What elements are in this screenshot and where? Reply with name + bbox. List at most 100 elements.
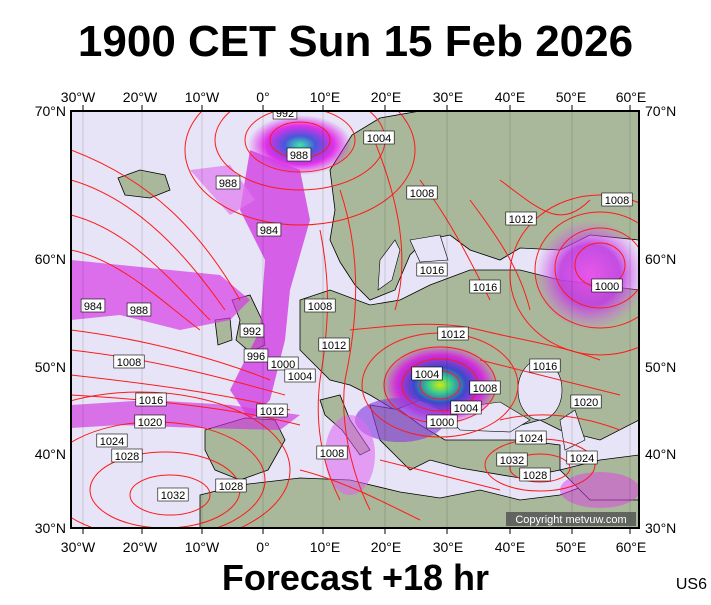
- lat-label: 50°N: [645, 359, 676, 375]
- lon-labels-bottom: 30°W 20°W 10°W 0° 10°E 20°E 30°E 40°E 50…: [61, 539, 646, 555]
- lon-label: 10°E: [310, 89, 341, 105]
- isobar-label: 984: [256, 222, 282, 237]
- svg-text:1024: 1024: [570, 453, 594, 465]
- lon-label: 20°W: [123, 539, 158, 555]
- isobar-label: 1016: [416, 262, 448, 277]
- svg-text:1000: 1000: [430, 417, 454, 429]
- isobar-label: 1020: [570, 394, 602, 409]
- svg-text:1012: 1012: [260, 406, 284, 418]
- lon-label: 20°W: [123, 89, 158, 105]
- svg-text:1008: 1008: [473, 383, 497, 395]
- isobar-label: 1008: [316, 445, 348, 460]
- isobar-label: 1024: [96, 433, 128, 448]
- isobar-label: 1020: [134, 414, 166, 429]
- lat-label: 60°N: [645, 251, 676, 267]
- svg-text:1016: 1016: [533, 361, 557, 373]
- svg-text:1012: 1012: [509, 214, 533, 226]
- isobar-label: 1008: [304, 298, 336, 313]
- map-title: 1900 CET Sun 15 Feb 2026: [77, 17, 634, 66]
- svg-text:992: 992: [276, 108, 294, 120]
- isobar-label: 1024: [515, 430, 547, 445]
- isobar-label: 1028: [111, 448, 143, 463]
- isobar-label: 1016: [135, 392, 167, 407]
- isobar-label: 1008: [406, 185, 438, 200]
- svg-text:1004: 1004: [415, 369, 439, 381]
- svg-text:1000: 1000: [271, 359, 295, 371]
- lon-label: 50°E: [556, 89, 587, 105]
- isobar-label: 1004: [284, 368, 316, 383]
- lon-label: 50°E: [556, 539, 587, 555]
- svg-text:1008: 1008: [117, 357, 141, 369]
- lat-label: 30°N: [645, 520, 676, 536]
- svg-text:1020: 1020: [574, 397, 598, 409]
- lon-label: 60°E: [616, 539, 647, 555]
- isobar-label: 988: [215, 175, 241, 190]
- lon-label: 0°: [256, 539, 269, 555]
- inland-waters: [377, 234, 586, 451]
- isobar-label: 1028: [519, 467, 551, 482]
- svg-text:1004: 1004: [367, 133, 391, 145]
- lon-label: 30°E: [433, 89, 464, 105]
- svg-text:1000: 1000: [595, 281, 619, 293]
- isobar-label: 984: [80, 298, 106, 313]
- isobar-label: 1012: [256, 403, 288, 418]
- isobar-label: 1000: [591, 278, 623, 293]
- lon-label: 30°W: [61, 89, 96, 105]
- svg-text:1028: 1028: [523, 470, 547, 482]
- lon-label: 20°E: [371, 539, 402, 555]
- isobar-label: 988: [126, 302, 152, 317]
- svg-text:1016: 1016: [473, 282, 497, 294]
- lat-label: 50°N: [35, 359, 66, 375]
- isobar-label: 1012: [505, 211, 537, 226]
- isobar-label: 1004: [411, 366, 443, 381]
- isobar-label: 992: [272, 108, 298, 120]
- lon-label: 30°W: [61, 539, 96, 555]
- svg-text:1032: 1032: [161, 490, 185, 502]
- map-frame: [70, 110, 640, 529]
- lat-label: 60°N: [35, 251, 66, 267]
- isobar-label: 1012: [318, 337, 350, 352]
- svg-text:988: 988: [219, 178, 237, 190]
- svg-text:988: 988: [290, 150, 308, 162]
- isobar-label: 1032: [157, 487, 189, 502]
- lat-labels-left: 70°N 60°N 50°N 40°N 30°N: [35, 103, 66, 536]
- lon-label: 20°E: [371, 89, 402, 105]
- isobar-label: 1004: [363, 130, 395, 145]
- lon-label: 40°E: [495, 89, 526, 105]
- svg-text:988: 988: [130, 305, 148, 317]
- isobar-label: 1008: [113, 354, 145, 369]
- isobar-label: 992: [239, 323, 265, 338]
- lat-label: 70°N: [35, 103, 66, 119]
- isobar-label: 1016: [529, 358, 561, 373]
- copyright-text: Copyright metvuw.com: [515, 514, 626, 526]
- isobar-label: 1000: [426, 414, 458, 429]
- svg-text:1004: 1004: [288, 371, 312, 383]
- lat-label: 70°N: [645, 103, 676, 119]
- svg-text:992: 992: [243, 326, 261, 338]
- copyright-box: [506, 512, 636, 526]
- graticule: [82, 111, 631, 528]
- lon-label: 10°E: [310, 539, 341, 555]
- isobar-label: 1016: [469, 279, 501, 294]
- svg-text:1028: 1028: [219, 481, 243, 493]
- lat-label: 30°N: [35, 520, 66, 536]
- svg-text:984: 984: [260, 225, 278, 237]
- isobar-label: 1012: [437, 326, 469, 341]
- svg-text:1024: 1024: [100, 436, 124, 448]
- lon-label: 60°E: [616, 89, 647, 105]
- isobar-label: 988: [286, 147, 312, 162]
- svg-text:1004: 1004: [454, 403, 478, 415]
- isobar-label: 1028: [215, 478, 247, 493]
- lon-label: 40°E: [495, 539, 526, 555]
- svg-text:1032: 1032: [500, 455, 524, 467]
- lon-label: 10°W: [185, 89, 220, 105]
- svg-text:1028: 1028: [115, 451, 139, 463]
- isobar-label: 1032: [496, 452, 528, 467]
- lat-label: 40°N: [645, 446, 676, 462]
- isobar-labels: 992 1004 988 988 1008 1008 1012 984 1016 1016 1000…: [80, 108, 633, 502]
- isobar-label: 1004: [450, 400, 482, 415]
- svg-text:1012: 1012: [322, 340, 346, 352]
- svg-text:1016: 1016: [420, 265, 444, 277]
- forecast-label: Forecast +18 hr: [221, 557, 490, 598]
